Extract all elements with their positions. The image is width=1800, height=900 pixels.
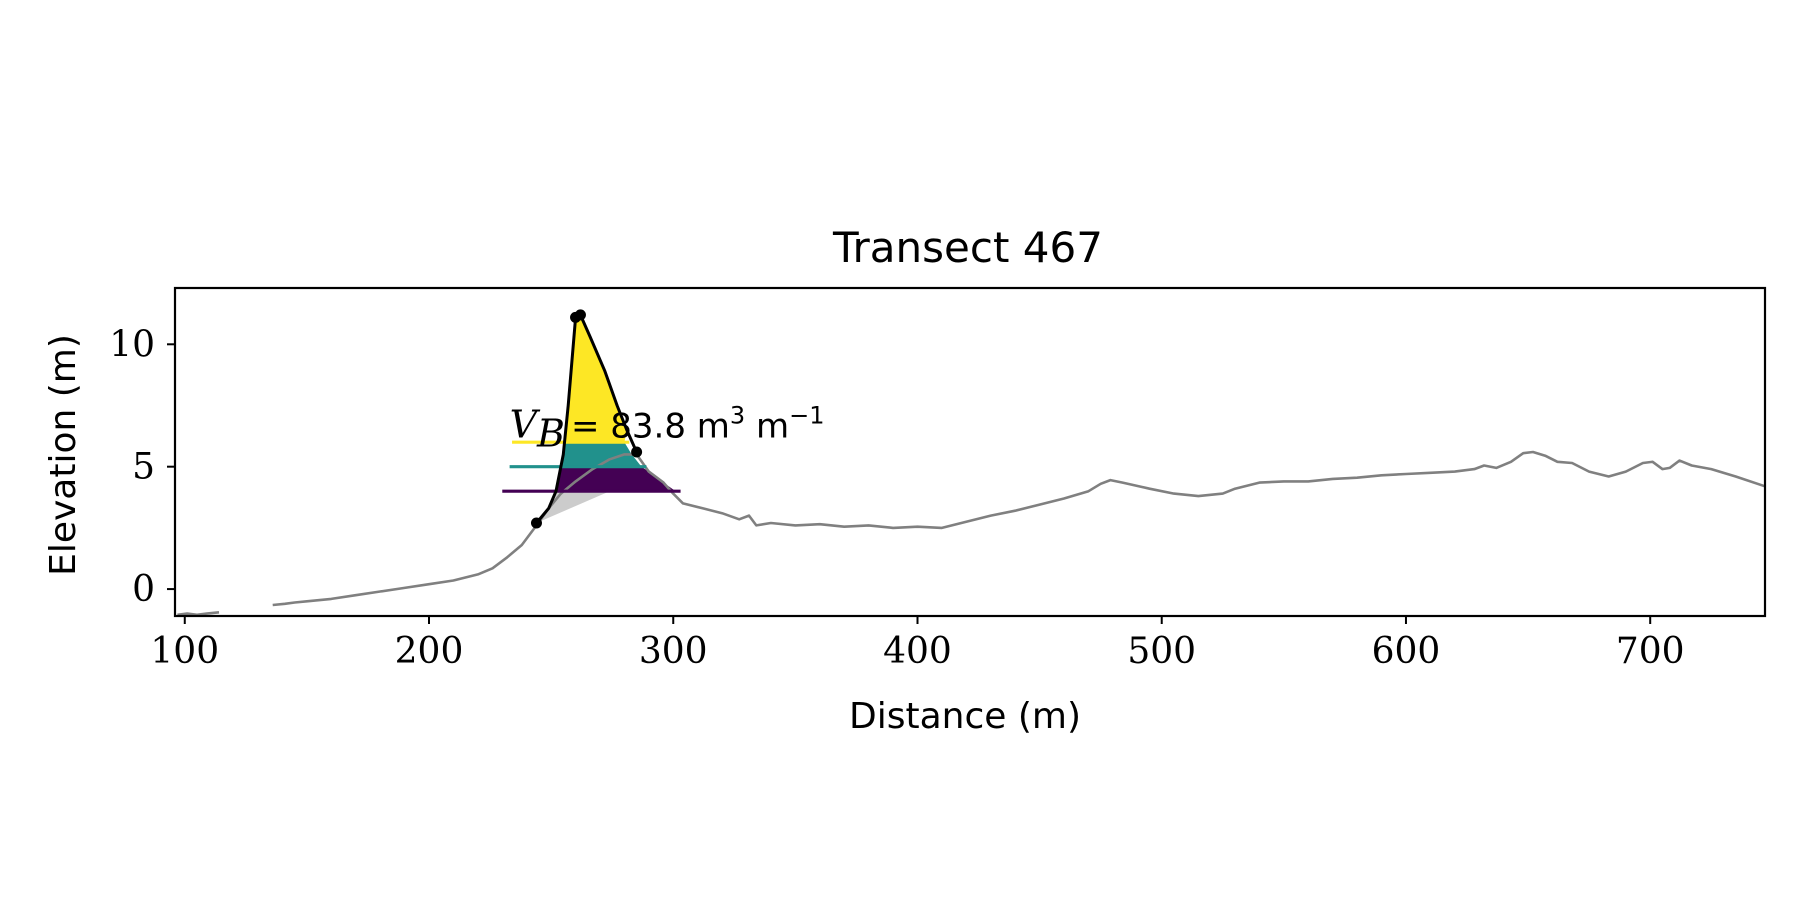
volume-layer-2 [560, 442, 642, 467]
volume-layer-0 [536, 491, 610, 523]
volume-label: VB = 83.8 m3 m−1 [510, 401, 825, 455]
plot-area [177, 309, 1766, 617]
volume-layer-3 [563, 314, 627, 443]
chart-title: Transect 467 [832, 223, 1103, 272]
x-axis-label: Distance (m) [849, 696, 1081, 737]
x-axis-ticks: 100 200 300 400 500 600 700 [150, 616, 1685, 672]
y-axis-label: Elevation (m) [43, 334, 84, 576]
profile-line-0 [177, 611, 220, 617]
x-tick-label: 300 [639, 631, 708, 672]
profile-line-1 [272, 450, 1766, 607]
y-tick-label: 5 [132, 447, 155, 488]
x-tick-label: 500 [1127, 631, 1196, 672]
dune-marker-2 [574, 309, 586, 321]
x-tick-label: 600 [1372, 631, 1441, 672]
y-tick-label: 10 [109, 324, 155, 365]
volume-annotation: VB = 83.8 m3 m−1 [510, 401, 825, 455]
x-tick-label: 700 [1616, 631, 1685, 672]
axes-frame [173, 286, 1767, 618]
x-tick-label: 400 [883, 631, 952, 672]
dune-marker-0 [530, 517, 542, 529]
x-tick-label: 100 [150, 631, 219, 672]
y-tick-label: 0 [132, 569, 155, 610]
x-tick-label: 200 [395, 631, 464, 672]
y-axis-ticks: 0 5 10 [109, 324, 175, 610]
dune-marker-3 [631, 446, 643, 458]
